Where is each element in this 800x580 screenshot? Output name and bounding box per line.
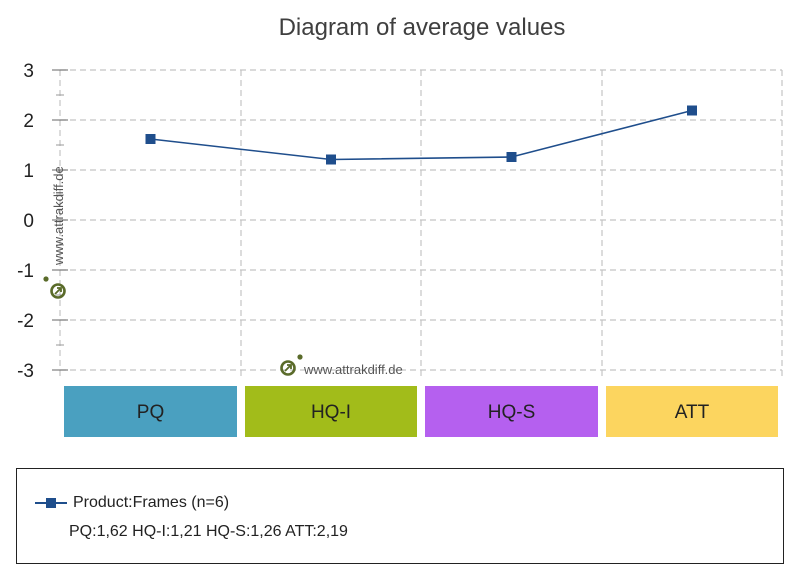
y-tick-label: 3 bbox=[23, 61, 34, 82]
watermark-logo-icon bbox=[50, 283, 66, 299]
category-label: HQ-S bbox=[488, 402, 536, 423]
data-point bbox=[506, 152, 517, 162]
category-bands: PQ HQ-I HQ-S ATT bbox=[64, 386, 778, 437]
grid-lines bbox=[59, 69, 783, 378]
category-band bbox=[606, 386, 778, 437]
watermark-arrow-icon bbox=[54, 287, 62, 295]
data-point bbox=[687, 105, 697, 116]
watermark-dot bbox=[43, 276, 49, 282]
chart-plot: 3 2 1 0 -1 -2 -3 PQ HQ-I HQ-S ATT www.attrakdiff.… bbox=[17, 61, 783, 437]
y-tick-label: -3 bbox=[17, 361, 34, 382]
category-band bbox=[245, 386, 417, 437]
series-line bbox=[150, 109, 693, 161]
y-tick-label: 0 bbox=[23, 211, 34, 232]
y-tick-label: -2 bbox=[17, 311, 34, 332]
legend-series-name: Product:Frames (n=6) bbox=[73, 494, 230, 511]
y-tick-label: 2 bbox=[23, 111, 34, 132]
legend-values-text: PQ:1,62 HQ-I:1,21 HQ-S:1,26 ATT:2,19 bbox=[69, 523, 348, 540]
category-band bbox=[64, 386, 237, 437]
data-point bbox=[145, 134, 156, 144]
data-point bbox=[326, 154, 336, 165]
legend-entry: Product:Frames (n=6) bbox=[35, 493, 229, 513]
watermarks: www.attrakdiff.de www.attrakdiff.de bbox=[43, 166, 403, 377]
watermark-logo-icon bbox=[280, 360, 296, 376]
watermark-dot bbox=[297, 354, 303, 360]
chart-title: Diagram of average values bbox=[278, 14, 566, 41]
y-tick-label: 1 bbox=[23, 161, 34, 182]
legend-swatch-icon bbox=[35, 497, 67, 509]
watermark-text: www.attrakdiff.de bbox=[303, 362, 403, 377]
category-label: ATT bbox=[675, 402, 710, 423]
legend-box: Product:Frames (n=6) PQ:1,62 HQ-I:1,21 H… bbox=[16, 468, 784, 564]
category-band bbox=[425, 386, 598, 437]
y-axis: 3 2 1 0 -1 -2 -3 bbox=[17, 61, 68, 382]
watermark-arrow-icon bbox=[284, 364, 292, 372]
y-tick-label: -1 bbox=[17, 261, 34, 282]
series-layer bbox=[145, 105, 697, 165]
watermark-text: www.attrakdiff.de bbox=[51, 166, 66, 266]
category-label: HQ-I bbox=[311, 402, 351, 423]
category-label: PQ bbox=[137, 402, 164, 423]
